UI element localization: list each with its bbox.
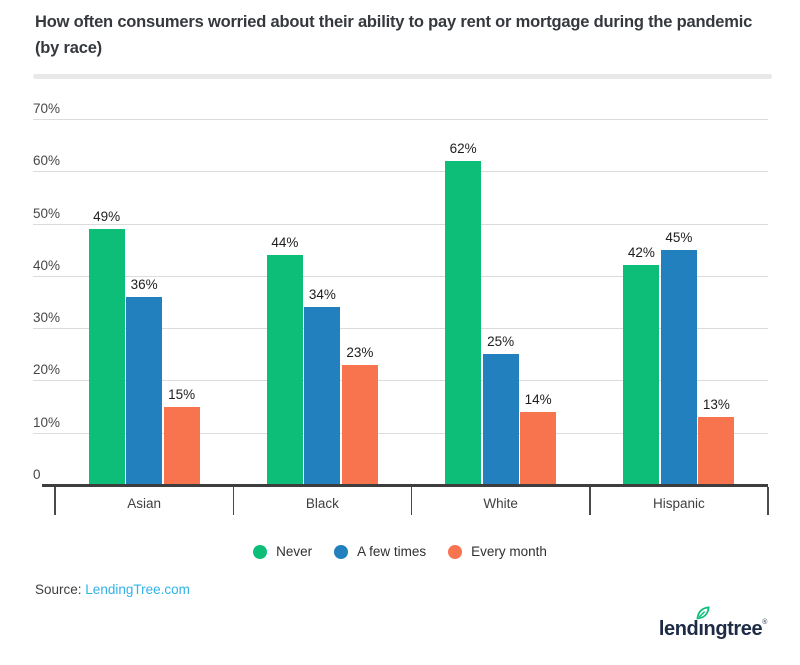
legend-dot bbox=[448, 544, 463, 559]
gridline bbox=[33, 171, 768, 173]
bar-value-label: 42% bbox=[627, 245, 655, 261]
bar-value-label: 23% bbox=[346, 344, 374, 360]
logo-text-before: lend bbox=[658, 618, 699, 640]
y-axis-label: 10% bbox=[33, 414, 61, 430]
bar-value-label: 25% bbox=[487, 334, 515, 350]
legend-label: Every month bbox=[471, 544, 547, 559]
logo-text-after: ngtree bbox=[703, 618, 763, 640]
bar-value-label: 13% bbox=[702, 397, 730, 413]
legend-label: A few times bbox=[357, 544, 427, 559]
x-axis-category-label: White bbox=[483, 496, 518, 511]
gridline bbox=[33, 328, 768, 330]
x-axis-category-label: Hispanic bbox=[652, 496, 705, 511]
logo-trademark: ® bbox=[762, 619, 767, 626]
y-axis-label: 60% bbox=[33, 153, 61, 169]
chart-title: How often consumers worried about their … bbox=[35, 13, 753, 57]
bar-chart: 0 10% 20% 30% 40% 50% 60% 70% 49% 36% 15% 44% 34% 23%… bbox=[33, 101, 769, 515]
gridline bbox=[33, 223, 768, 225]
title-divider bbox=[33, 74, 772, 79]
bar-value-label: 49% bbox=[93, 208, 121, 224]
x-axis-category-label: Asian bbox=[127, 496, 162, 511]
bar-never-white bbox=[445, 160, 482, 485]
bar-value-label: 14% bbox=[524, 391, 552, 407]
bar-every-month-hispanic bbox=[698, 417, 735, 485]
gridline bbox=[33, 275, 768, 277]
bar-every-month-black bbox=[341, 364, 378, 485]
y-axis-label: 70% bbox=[33, 101, 61, 116]
bar-never-asian bbox=[88, 228, 125, 485]
bar-a-few-times-white bbox=[482, 354, 519, 485]
gridline bbox=[33, 119, 768, 120]
source-line: Source: LendingTree.com bbox=[35, 582, 190, 597]
bar-every-month-asian bbox=[163, 406, 200, 485]
bar-a-few-times-hispanic bbox=[660, 249, 697, 485]
legend-item-every-month: Every month bbox=[448, 544, 547, 559]
bar-value-label: 34% bbox=[308, 287, 336, 303]
bar-never-hispanic bbox=[623, 265, 660, 485]
gridline bbox=[33, 380, 768, 382]
logo-letter-i: ı bbox=[696, 606, 710, 641]
legend-item-never: Never bbox=[253, 544, 312, 559]
legend: Never A few times Every month bbox=[0, 544, 800, 559]
bar-value-label: 15% bbox=[168, 386, 196, 402]
x-axis-tick bbox=[232, 486, 234, 515]
x-axis-tick bbox=[410, 486, 413, 515]
y-axis-label: 30% bbox=[33, 310, 61, 326]
y-axis-label: 0 bbox=[33, 467, 41, 482]
bar-value-label: 36% bbox=[130, 276, 158, 292]
y-axis-label: 40% bbox=[33, 257, 61, 273]
gridline bbox=[33, 432, 768, 434]
bar-value-label: 45% bbox=[665, 229, 693, 245]
bar-a-few-times-black bbox=[304, 307, 341, 485]
x-axis-tick bbox=[54, 486, 56, 515]
source-link[interactable]: LendingTree.com bbox=[85, 582, 190, 597]
x-axis-tick bbox=[767, 486, 769, 515]
source-label: Source: bbox=[35, 582, 82, 597]
legend-dot bbox=[334, 544, 349, 559]
leaf-icon bbox=[696, 606, 710, 620]
legend-label: Never bbox=[276, 544, 313, 559]
x-axis-line bbox=[42, 484, 768, 487]
bar-value-label: 62% bbox=[449, 140, 477, 156]
legend-dot bbox=[253, 544, 268, 559]
x-axis-tick bbox=[589, 486, 591, 515]
bar-never-black bbox=[266, 254, 303, 485]
bar-value-label: 44% bbox=[271, 234, 299, 250]
y-axis-label: 50% bbox=[33, 205, 61, 221]
bar-every-month-white bbox=[520, 411, 557, 485]
legend-item-a-few-times: A few times bbox=[334, 544, 426, 559]
y-axis-label: 20% bbox=[33, 362, 61, 378]
bar-a-few-times-asian bbox=[126, 296, 163, 485]
x-axis-category-label: Black bbox=[305, 496, 339, 511]
lendingtree-logo: lend ıngtree® bbox=[658, 606, 767, 641]
